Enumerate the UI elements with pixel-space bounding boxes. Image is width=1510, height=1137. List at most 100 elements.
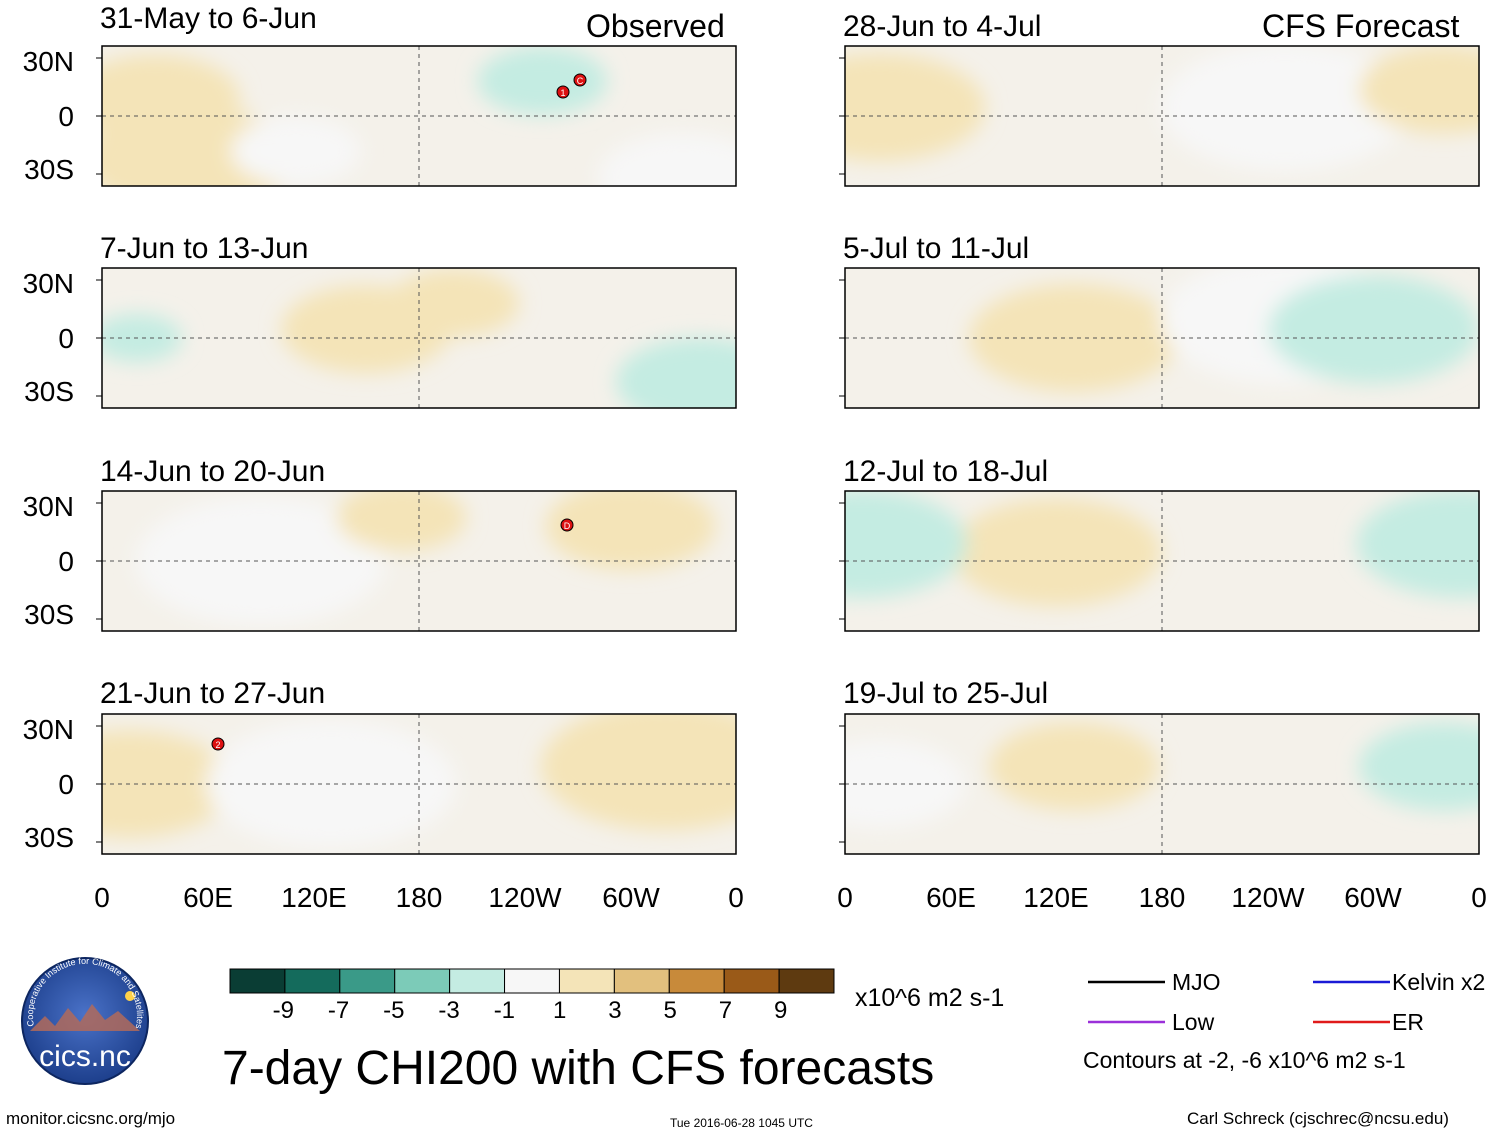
x-tick-label: 60W [1344,882,1402,913]
colorbar-swatch [394,968,451,994]
map-panel [845,268,1479,408]
colorbar-swatch [558,968,615,994]
storm-marker-label: 2 [215,740,220,750]
anomaly-contour [389,269,520,337]
x-tick-label: 120W [488,882,562,913]
map-panels: 1 C D 2 [96,45,1480,855]
y-tick-label: 30S [24,154,74,185]
panel-title: 7-Jun to 13-Jun [100,232,309,265]
storm-marker-label: 1 [560,88,565,98]
colorbar-label: 9 [774,997,788,1024]
legend-kelvin-label: Kelvin x2 [1392,969,1486,995]
panel-title: 31-May to 6-Jun [100,2,317,35]
anomaly-contour [1358,46,1479,134]
colorbar-label: -7 [327,997,350,1024]
anomaly-contour [336,491,467,552]
x-tick-label: 180 [395,882,443,913]
storm-marker [211,737,225,751]
x-tick-label: 180 [1138,882,1186,913]
map-panel [102,268,736,408]
x-tick-label: 0 [94,882,110,913]
anomaly-contour [598,133,736,186]
legend-er-label: ER [1392,1009,1424,1035]
colorbar-units: x10^6 m2 s-1 [855,984,1005,1012]
colorbar-swatch [668,968,725,994]
anomaly-contour [540,714,736,831]
y-tick-label: 30N [22,714,74,745]
x-tick-label: 0 [728,882,744,913]
legend-lines [1088,980,1390,1024]
colorbar-label: -5 [383,997,405,1024]
x-tick-label: 0 [837,882,853,913]
storm-marker-label: C [577,76,584,86]
panel-title: 28-Jun to 4-Jul [843,10,1042,43]
x-tick-label: 60W [602,882,660,913]
footer-author: Carl Schreck (cjschrec@ncsu.edu) [1187,1109,1449,1128]
storm-marker-label: D [564,521,571,531]
anomaly-contour [1268,275,1479,384]
storm-marker [560,518,574,532]
anomaly-contour [988,722,1159,811]
anomaly-contour [135,497,386,625]
x-tick-label: 120E [1023,882,1089,913]
anomaly-contour [205,720,456,848]
colorbar-swatch [613,968,670,994]
colorbar-label: 7 [718,997,733,1024]
colorbar-label: 5 [663,997,677,1024]
colorbar-label: 1 [552,997,567,1024]
footer-url: monitor.cicsnc.org/mjo [6,1109,176,1128]
colorbar-label: -9 [272,997,294,1024]
anomaly-contour [1358,722,1479,811]
map-panel [845,46,1479,186]
logo-mountains [30,1004,140,1031]
anomaly-contour [615,337,736,408]
x-tick-label: 120E [281,882,347,913]
legend-mjo-label: MJO [1172,969,1221,995]
anomaly-contour [845,740,966,828]
map-panel [845,491,1479,631]
colorbar [229,968,835,994]
colorbar-label: -1 [493,997,516,1024]
colorbar-label: 3 [608,997,622,1024]
colorbar-label: -3 [438,997,460,1024]
panel-title: 19-Jul to 25-Jul [843,677,1049,710]
legend-low-label: Low [1172,1009,1215,1035]
y-tick-label: 30N [22,491,74,522]
contours-note: Contours at -2, -6 x10^6 m2 s-1 [1083,1047,1406,1073]
anomaly-contour [1356,491,1479,598]
storm-marker [573,73,587,87]
panel-title: 14-Jun to 20-Jun [100,455,326,488]
colorbar-swatch [449,968,506,994]
y-tick-label: 30S [24,822,74,853]
y-tick-label: 0 [58,101,74,132]
y-tick-label: 30N [22,268,74,299]
y-tick-label: 0 [58,546,74,577]
x-tick-label: 60E [926,882,976,913]
colorbar-swatch [778,968,835,994]
anomaly-contour [477,47,608,115]
colorbar-swatch [723,968,780,994]
storm-marker [556,85,570,99]
map-panel [845,714,1479,854]
anomaly-contour [230,117,361,185]
anomaly-contour [968,284,1179,392]
colorbar-swatch [229,968,286,994]
panel-title: 12-Jul to 18-Jul [843,455,1049,488]
panel-title: 5-Jul to 11-Jul [843,232,1030,265]
y-tick-label: 30N [22,46,74,77]
main-title: 7-day CHI200 with CFS forecasts [222,1042,935,1095]
cics-logo: Cooperative Institute for Climate and Sa… [21,956,149,1085]
x-tick-label: 0 [1471,882,1487,913]
y-tick-label: 30S [24,376,74,407]
anomaly-contour [545,491,716,570]
x-tick-label: 60E [183,882,233,913]
colorbar-swatch [284,968,341,994]
y-tick-label: 0 [58,769,74,800]
colorbar-swatch [339,968,396,994]
map-panel [102,491,736,631]
logo-text: cics.nc [39,1040,131,1073]
anomaly-contour [845,53,986,162]
footer-timestamp: Tue 2016-06-28 1045 UTC [670,1116,813,1130]
panel-title: 21-Jun to 27-Jun [100,677,326,710]
y-tick-label: 0 [58,323,74,354]
